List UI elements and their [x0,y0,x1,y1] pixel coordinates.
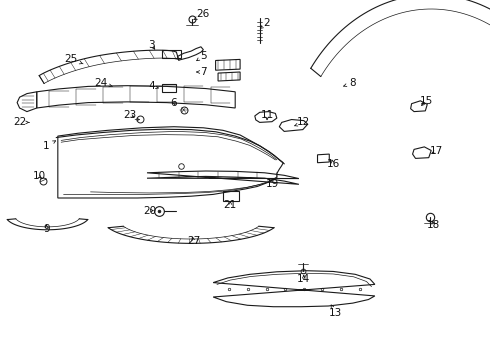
Text: 10: 10 [33,171,46,181]
Text: 22: 22 [13,117,29,127]
Text: 1: 1 [43,141,56,151]
Text: 26: 26 [194,9,210,19]
Text: 18: 18 [427,220,441,230]
Text: 8: 8 [343,78,356,88]
Text: 3: 3 [148,40,155,50]
Text: 4: 4 [148,81,158,91]
Text: 2: 2 [260,18,270,28]
Text: 9: 9 [43,224,50,234]
Text: 25: 25 [64,54,83,64]
Text: 27: 27 [187,236,200,246]
Text: 21: 21 [223,200,237,210]
Text: 6: 6 [171,98,177,108]
Text: 14: 14 [297,274,311,284]
Text: 24: 24 [94,78,113,88]
Text: 5: 5 [196,51,207,61]
Text: 13: 13 [329,305,343,318]
Text: 23: 23 [123,110,137,120]
Text: 16: 16 [326,159,340,169]
Text: 17: 17 [429,146,443,156]
Text: 11: 11 [260,110,274,120]
Text: 19: 19 [265,179,279,189]
Text: 15: 15 [419,96,433,106]
Text: 20: 20 [143,206,156,216]
Text: 12: 12 [294,117,311,127]
Text: 7: 7 [197,67,207,77]
